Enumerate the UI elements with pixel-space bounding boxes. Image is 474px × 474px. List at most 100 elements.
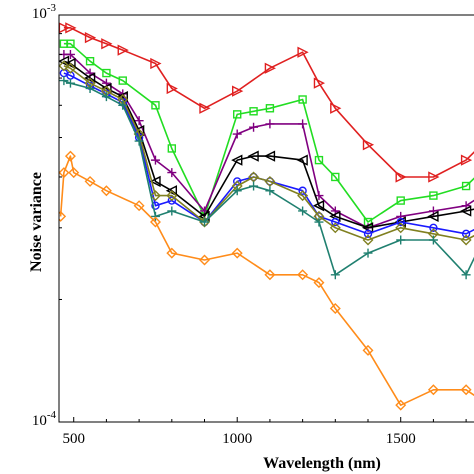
data-point [68,167,80,179]
data-point [265,119,275,129]
series-7 [59,76,474,280]
data-point [85,83,95,93]
data-point [429,191,438,200]
data-point [363,229,373,239]
data-point [166,82,178,95]
data-point [313,277,325,289]
data-point [428,235,438,245]
data-point [330,102,342,114]
x-tick-label: 1000 [222,431,252,447]
series-6 [59,60,474,246]
data-point [59,76,69,86]
data-point [167,168,177,178]
data-point [83,72,96,84]
data-point [233,110,242,119]
data-point [249,172,258,182]
data-point [150,57,162,70]
data-point [134,136,144,146]
data-point [265,104,275,113]
data-point [65,22,77,34]
series-line [63,60,474,229]
y-tick-label: 10-3 [32,2,57,22]
data-point [167,206,177,216]
data-point [151,201,160,210]
data-point [461,229,471,239]
data-point [461,181,471,191]
y-tick-label: 10-4 [32,409,57,429]
data-point [64,62,76,74]
data-point [329,303,341,315]
data-point [264,175,276,187]
series-1 [59,22,474,183]
data-point [330,270,340,280]
data-point [150,155,160,165]
data-point [298,186,307,195]
data-point [460,384,472,396]
data-point [59,210,67,222]
data-point [298,206,308,216]
data-point [150,211,160,221]
data-point [314,155,324,165]
data-point [298,95,307,104]
data-point [461,270,471,280]
data-point [151,101,160,110]
data-point [66,39,75,48]
data-point [134,116,144,126]
y-axis: 10-4 10-3 [32,2,64,429]
data-point [65,49,75,59]
data-point [65,78,75,88]
data-point [396,235,406,245]
data-point [331,172,340,182]
data-point [396,196,405,205]
data-point [101,38,113,50]
data-point [231,247,243,259]
data-point [428,171,440,183]
data-point [297,190,309,202]
data-point [199,254,211,266]
series-line [59,155,474,407]
data-point [460,234,472,246]
data-point [395,399,407,411]
data-point [64,150,76,162]
data-point [118,76,127,85]
data-point [85,56,95,66]
data-point [232,129,242,139]
data-point [166,190,178,202]
data-point [363,248,373,258]
data-point [167,144,177,153]
data-point [298,119,308,129]
plot-area [59,22,474,411]
data-point [297,269,309,281]
data-point [249,181,259,191]
data-point [149,216,161,228]
data-point [395,171,407,183]
data-point [59,167,70,179]
data-point [429,223,438,233]
data-point [167,196,177,205]
data-point [264,62,276,74]
data-point [231,154,243,166]
data-point [247,150,259,162]
data-point [200,217,210,227]
data-point [102,68,111,78]
data-point [395,222,407,234]
data-point [264,269,276,281]
data-point [329,222,341,234]
data-point [100,185,112,197]
data-point [199,102,211,114]
series-4 [59,55,474,234]
data-point [313,77,326,89]
data-point [59,55,70,67]
x-tick-label: 500 [62,431,85,447]
data-point [362,139,375,151]
data-point [263,150,276,162]
data-point [314,217,324,227]
data-point [149,190,161,202]
data-point [427,384,439,396]
data-point [117,44,129,56]
data-point [248,171,260,183]
x-axis-label: Wavelength (nm) [263,455,381,472]
data-point [265,177,275,186]
data-point [427,210,439,223]
